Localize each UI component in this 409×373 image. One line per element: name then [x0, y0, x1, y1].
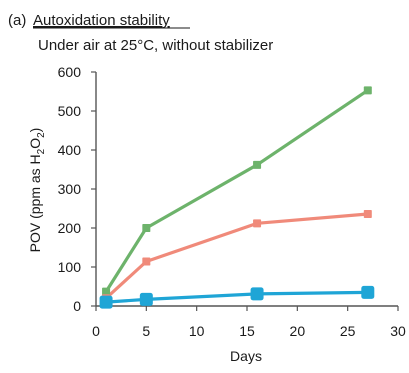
series-1-point: [142, 224, 151, 232]
series-2-point: [142, 257, 151, 266]
series-3-point: [361, 285, 375, 299]
y-tick-label: 500: [58, 103, 82, 119]
chart-subtitle: Under air at 25°C, without stabilizer: [38, 37, 273, 54]
series-line-1: [104, 88, 369, 293]
y-tick-label: 300: [58, 181, 82, 197]
series-lines: [104, 88, 369, 304]
x-tick-label: 30: [390, 323, 406, 339]
series-1-point: [102, 287, 111, 296]
panel-label: (a): [8, 12, 26, 29]
y-axis-title-main: POV (ppm as H: [27, 154, 43, 252]
series-1-point: [363, 86, 372, 95]
series-3-point: [99, 295, 113, 309]
series-markers: [99, 86, 375, 309]
y-tick-label: 600: [58, 64, 82, 80]
y-axis-title-mid: O: [27, 138, 43, 149]
x-tick-label: 5: [142, 323, 150, 339]
y-tick-label: 0: [73, 298, 81, 314]
x-tick-label: 0: [92, 323, 100, 339]
y-axis-title-end: ): [27, 128, 43, 133]
y-axis-title: POV (ppm as H2O2): [27, 128, 47, 253]
y-tick-label: 400: [58, 142, 82, 158]
x-tick-label: 20: [290, 323, 306, 339]
y-tick-label: 200: [58, 220, 82, 236]
x-tick-label: 25: [340, 323, 356, 339]
x-tick-label: 10: [189, 323, 205, 339]
y-tick-label: 100: [58, 259, 82, 275]
series-2-point: [253, 219, 262, 228]
series-3-point: [250, 287, 264, 301]
x-tick-label: 15: [239, 323, 255, 339]
series-3-point: [139, 292, 153, 306]
x-axis-title: Days: [230, 348, 262, 364]
series-line-3: [105, 290, 368, 304]
y-axis-title-sub1: 2: [36, 148, 47, 154]
series-1-point: [253, 160, 262, 169]
series-2-point: [363, 209, 372, 218]
tick-group: 0 100 200 300 400 500 600 0 5 10 15 20 25 30: [58, 64, 406, 339]
y-axis-title-sub2: 2: [36, 132, 47, 138]
chart-title: Autoxidation stability: [33, 12, 170, 29]
series-line-2: [105, 212, 368, 300]
